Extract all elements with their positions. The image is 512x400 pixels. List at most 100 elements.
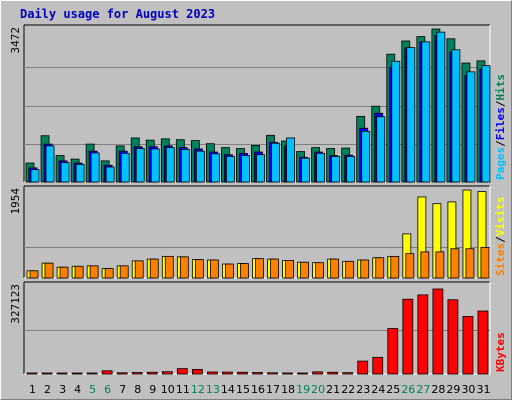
kbytes-max-label: 327123 [9,284,22,324]
day-label-18: 18 [281,383,295,396]
sites-bar-day-18 [285,260,294,279]
sites-bar-day-9 [149,258,159,279]
sites-bar-day-10 [164,255,174,279]
day-label-6: 6 [104,383,111,396]
sites-bar-day-1 [29,270,39,279]
legend-kbytes: KBytes [494,332,507,372]
pages-bar-day-9 [150,148,160,183]
sites-bar-day-17 [270,258,279,279]
pages-bar-day-10 [165,147,175,183]
kbytes-bar-day-22 [342,372,354,375]
pages-bar-day-8 [135,148,145,183]
sites-bar-day-5 [89,265,99,279]
day-label-10: 10 [161,383,175,396]
day-label-15: 15 [236,383,250,396]
legend-hits-files-pages: Pages/Files/Hits [494,74,507,180]
kbytes-bar-day-2 [41,372,53,375]
pages-bar-day-1 [30,169,40,183]
chart-title: Daily usage for August 2023 [20,7,216,21]
pages-bar-day-19 [301,157,310,183]
sites-bar-day-7 [119,265,129,279]
kbytes-bar-day-28 [432,288,444,375]
day-label-7: 7 [119,383,126,396]
kbytes-bar-day-6 [101,370,113,375]
legend-sites: Sites [494,243,507,276]
legend-pages: Pages [494,147,507,180]
day-label-14: 14 [221,383,235,396]
day-label-31: 31 [476,383,490,396]
pages-bar-day-14 [226,156,235,183]
day-label-27: 27 [416,383,430,396]
pages-bar-day-23 [361,130,371,183]
kbytes-bar-day-8 [131,372,143,375]
day-label-17: 17 [266,383,280,396]
day-label-28: 28 [431,383,445,396]
day-label-16: 16 [251,383,265,396]
sites-bar-day-22 [345,260,355,279]
pages-bar-day-17 [271,142,280,183]
kbytes-bar-day-23 [357,360,369,375]
legend-files: Files [494,107,507,140]
pages-bar-day-27 [421,41,431,183]
sites-bar-day-15 [240,263,249,279]
kbytes-bar-day-7 [116,372,128,375]
legend-sep: / [494,100,507,107]
pages-bar-day-26 [406,47,416,183]
kbytes-bar-day-4 [71,372,83,375]
sites-bar-day-29 [450,248,460,279]
kbytes-bar-day-27 [417,294,429,375]
pages-bar-day-30 [466,71,476,183]
day-label-5: 5 [89,383,96,396]
pages-bar-day-18 [286,137,295,183]
kbytes-bar-day-31 [477,310,489,375]
sites-bar-day-3 [59,266,69,279]
kbytes-bar-day-11 [176,368,188,375]
kbytes-bar-day-26 [402,298,414,375]
pages-bar-day-29 [451,49,461,183]
sites-bar-day-24 [375,257,385,279]
day-label-23: 23 [356,383,370,396]
day-label-11: 11 [176,383,190,396]
kbytes-bar-day-14 [222,371,233,375]
pages-bar-day-24 [376,116,386,183]
pages-bar-day-3 [60,162,70,183]
sites-bar-day-16 [255,258,264,279]
sites-bar-day-13 [209,259,219,279]
kbytes-bar-day-20 [312,371,324,375]
sites-bar-day-20 [315,262,325,279]
day-label-8: 8 [134,383,141,396]
day-label-4: 4 [74,383,81,396]
kbytes-bar-day-24 [372,356,384,375]
sites-bar-day-23 [360,259,370,279]
kbytes-bar-day-16 [252,372,263,375]
sites-bar-day-8 [134,260,144,279]
sites-bar-day-31 [480,246,490,279]
visits-max-label: 1954 [9,188,22,215]
day-label-13: 13 [206,383,220,396]
sites-bar-day-2 [44,262,54,279]
legend-visits-sites: Sites/Visits [494,197,507,277]
pages-bar-day-28 [436,31,446,183]
sites-bar-day-21 [330,258,340,279]
pages-bar-day-16 [256,154,265,183]
kbytes-bar-day-10 [161,371,173,375]
day-label-12: 12 [191,383,205,396]
sites-bar-day-19 [300,261,309,279]
pages-bar-day-2 [45,145,55,183]
day-label-25: 25 [386,383,400,396]
pages-bar-day-4 [75,163,85,183]
sites-bar-day-4 [74,265,84,279]
hits-max-label: 3472 [9,27,22,54]
pages-bar-day-11 [180,148,190,183]
pages-bar-day-15 [241,155,250,183]
legend-sep: / [494,140,507,147]
kbytes-bar-day-30 [462,316,474,375]
kbytes-bar-day-15 [237,371,248,375]
legend-visits: Visits [494,197,507,237]
kbytes-bar-day-9 [146,371,158,375]
pages-bar-day-31 [481,65,491,183]
sites-bar-day-6 [104,268,114,279]
day-label-2: 2 [44,383,51,396]
pages-bar-day-7 [120,152,130,183]
